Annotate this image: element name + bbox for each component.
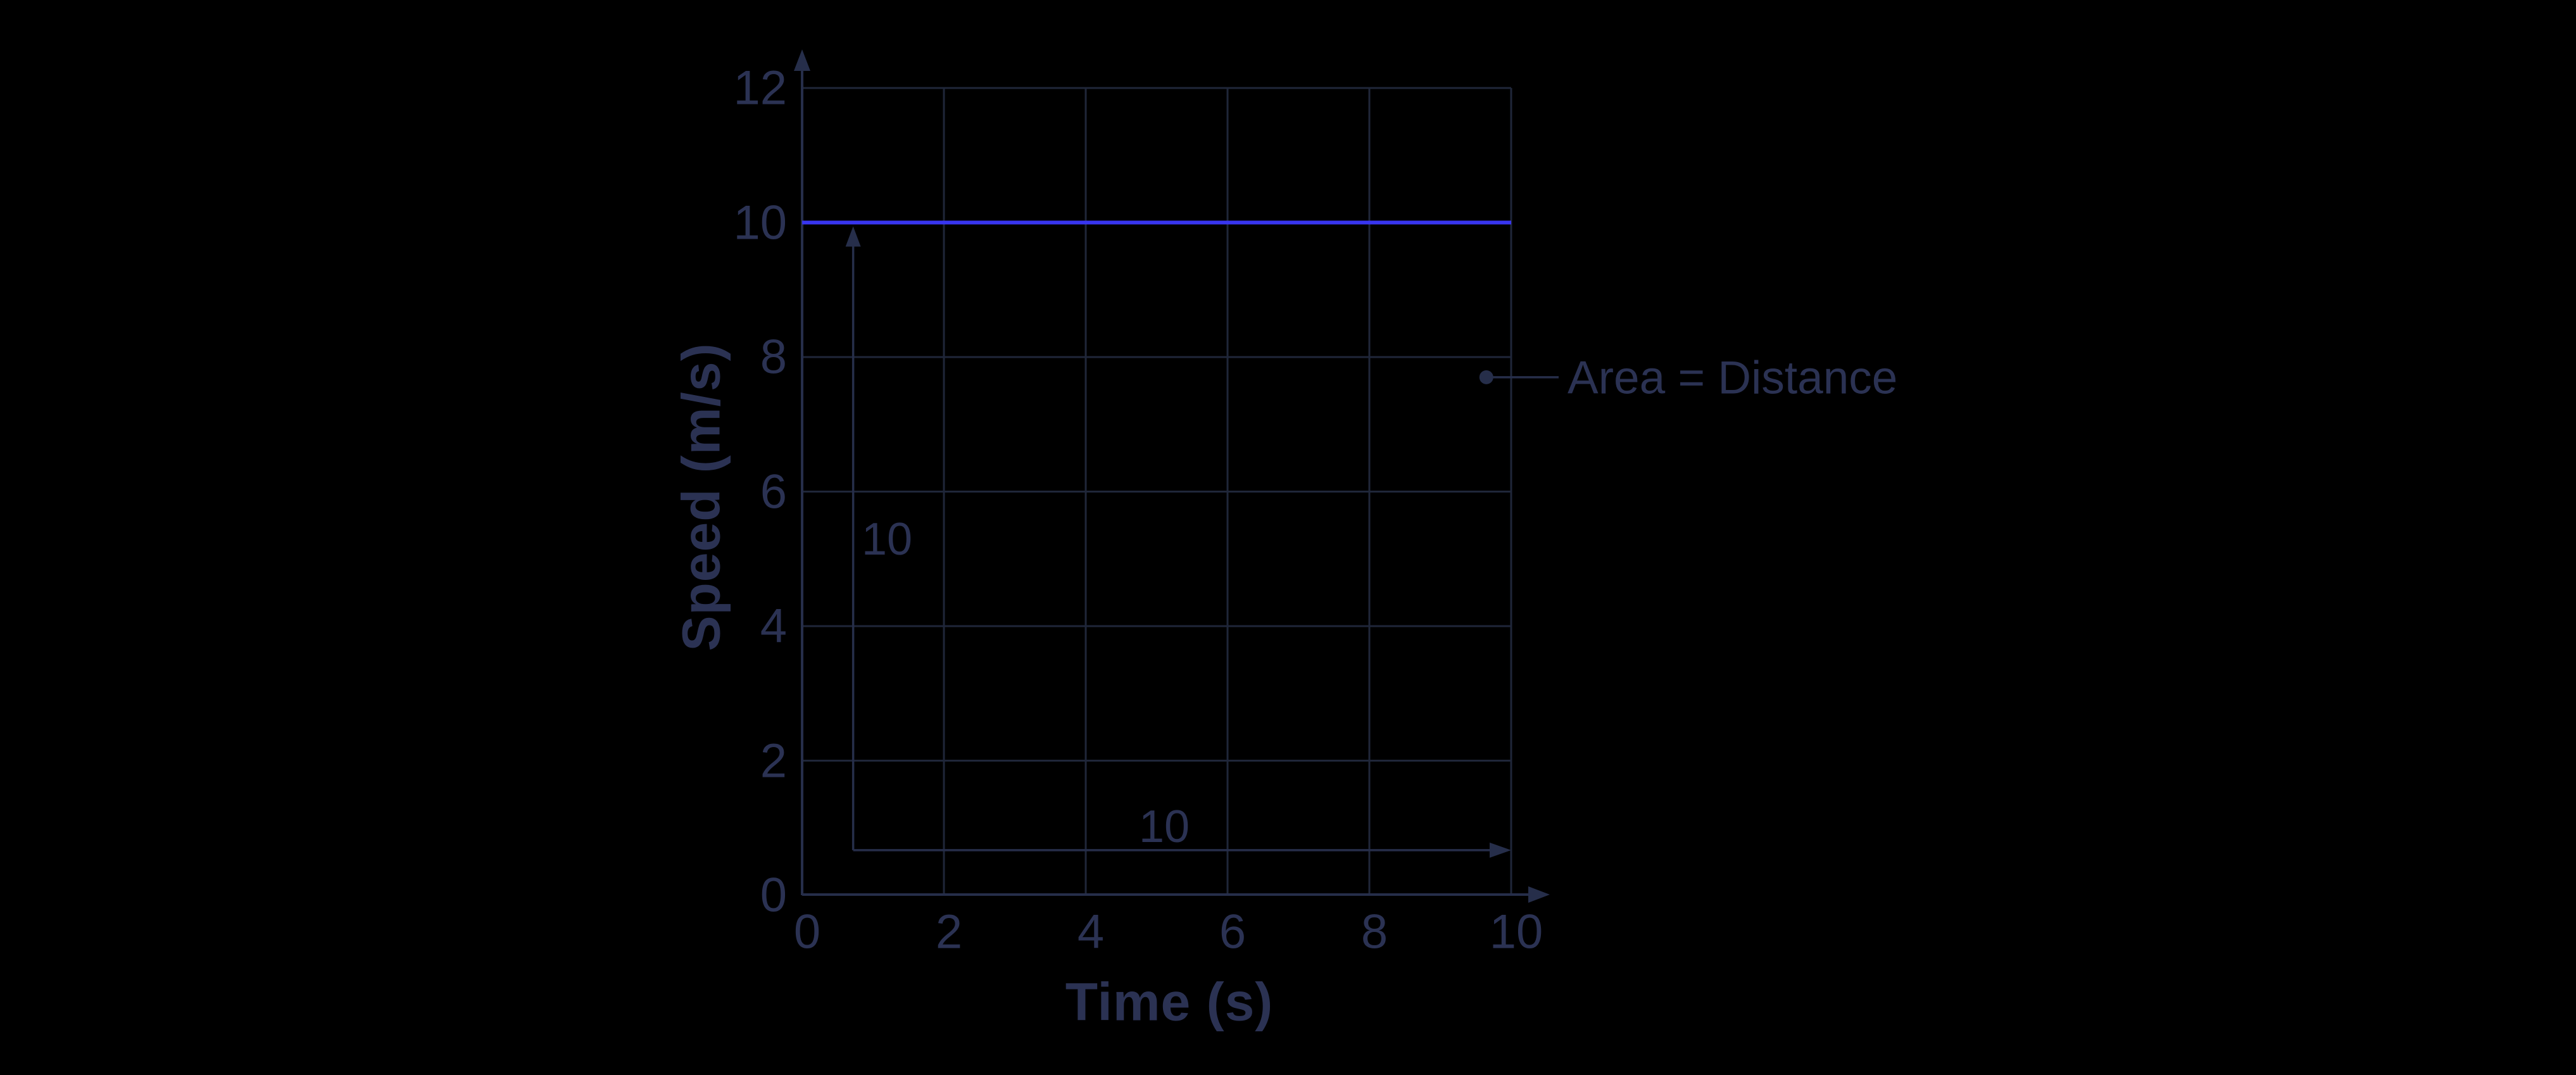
- y-tick-label: 8: [760, 330, 787, 384]
- width-measure-arrowhead-icon: [1490, 842, 1511, 858]
- height-measure-arrowhead-icon: [845, 226, 861, 247]
- y-axis-title: Speed (m/s): [671, 343, 731, 651]
- y-tick-label: 10: [733, 196, 787, 249]
- height-measure-label: 10: [861, 514, 913, 565]
- y-axis-arrowhead-icon: [794, 49, 810, 71]
- x-tick-label: 0: [793, 905, 821, 959]
- y-tick-label: 4: [760, 599, 787, 653]
- y-tick-label: 6: [760, 465, 787, 519]
- width-measure-label: 10: [1138, 802, 1190, 852]
- y-tick-label: 2: [760, 734, 787, 788]
- x-tick-label: 8: [1360, 905, 1388, 959]
- area-distance-annotation: Area = Distance: [1568, 352, 1898, 404]
- y-tick-label: 0: [760, 868, 787, 922]
- x-axis-arrowhead-icon: [1528, 886, 1550, 903]
- x-axis-title: Time (s): [1065, 972, 1274, 1032]
- x-tick-label: 2: [935, 905, 963, 959]
- x-tick-label: 4: [1077, 905, 1105, 959]
- x-tick-label: 6: [1219, 905, 1247, 959]
- y-tick-label: 12: [733, 61, 787, 115]
- x-tick-label: 10: [1489, 905, 1543, 959]
